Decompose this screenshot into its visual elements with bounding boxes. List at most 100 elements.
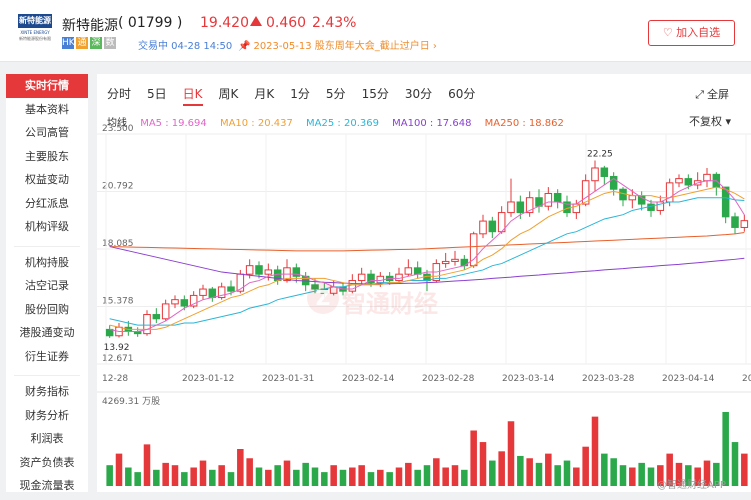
sidebar-divider bbox=[14, 368, 80, 376]
tab-1min[interactable]: 1分 bbox=[290, 87, 310, 101]
add-watchlist-button[interactable]: ♡ 加入自选 bbox=[648, 20, 735, 46]
volume-bar bbox=[162, 462, 169, 486]
candle-body bbox=[619, 188, 627, 201]
volume-bar bbox=[143, 444, 151, 486]
volume-bar bbox=[302, 462, 309, 486]
sidebar-item-income[interactable]: 利润表 bbox=[30, 432, 64, 445]
candle-body bbox=[628, 195, 637, 201]
sidebar-item-short-record[interactable]: 沽空记录 bbox=[25, 279, 69, 292]
candle-body bbox=[591, 167, 599, 182]
sidebar-item-fin-analysis[interactable]: 财务分析 bbox=[25, 408, 69, 422]
tab-5day[interactable]: 5日 bbox=[147, 87, 167, 101]
sidebar-item-dividend[interactable]: 分红派息 bbox=[25, 196, 69, 210]
shu-badge: 数 bbox=[104, 37, 116, 49]
sidebar-item-rating[interactable]: 机构评级 bbox=[25, 220, 69, 233]
volume-bar bbox=[498, 451, 505, 486]
volume-bar bbox=[125, 467, 132, 486]
volume-bar bbox=[489, 460, 496, 486]
ma5-value: MA5 : 19.694 bbox=[140, 118, 207, 129]
sidebar-item-fin-indicators[interactable]: 财务指标 bbox=[25, 385, 69, 398]
volume-bar bbox=[703, 460, 711, 486]
volume-bar bbox=[675, 462, 683, 486]
volume-bar bbox=[442, 467, 449, 486]
tab-daily-k[interactable]: 日K bbox=[182, 85, 203, 106]
volume-bar bbox=[694, 467, 701, 486]
ma25-line bbox=[109, 197, 745, 326]
tab-timeshare[interactable]: 分时 bbox=[107, 87, 132, 101]
sidebar-item-executives[interactable]: 公司高管 bbox=[25, 126, 69, 139]
sidebar-group-holdings: 机构持股 沽空记录 股份回购 港股通变动 衍生证券 bbox=[6, 251, 88, 369]
sidebar-group-market: 实时行情 基本资料 公司高管 主要股东 权益变动 分红派息 机构评级 bbox=[6, 74, 88, 239]
notice-link[interactable]: 📌 2023-05-13 股东周年大会_截止过户日 › bbox=[238, 37, 437, 52]
sidebar-item-balance[interactable]: 资产负债表 bbox=[19, 455, 75, 469]
sidebar-item-buyback[interactable]: 股份回购 bbox=[25, 302, 69, 316]
volume-bar bbox=[199, 460, 207, 486]
sidebar-item-basic-info[interactable]: 基本资料 bbox=[25, 102, 69, 116]
volume-bar bbox=[395, 467, 403, 486]
hk-badge: HK bbox=[62, 37, 75, 49]
kline-chart[interactable]: 23.500 20.792 18.085 15.378 12.671 12-28 2023-… bbox=[97, 74, 751, 492]
volume-bar bbox=[386, 472, 393, 486]
tab-60min[interactable]: 60分 bbox=[448, 87, 476, 101]
volume-bar bbox=[629, 467, 636, 486]
volume-bar bbox=[283, 460, 291, 486]
volume-bar bbox=[535, 462, 543, 486]
candle-body bbox=[684, 178, 693, 186]
tab-15min[interactable]: 15分 bbox=[361, 87, 389, 101]
period-tabs: 分时 5日 日K 周K 月K 1分 5分 15分 30分 60分 bbox=[107, 85, 491, 106]
sidebar-item-equity-change[interactable]: 权益变动 bbox=[25, 173, 69, 186]
sidebar-item-derivatives[interactable]: 衍生证券 bbox=[25, 349, 69, 363]
volume-bar bbox=[414, 469, 421, 486]
market-badges: HK 通 深 数 bbox=[62, 37, 116, 49]
candle-body bbox=[553, 192, 562, 203]
ma100-value: MA100 : 17.648 bbox=[392, 118, 472, 129]
volume-bar bbox=[237, 449, 244, 486]
candle-body bbox=[292, 267, 301, 277]
candle-body bbox=[143, 314, 151, 335]
volume-bar bbox=[526, 458, 533, 486]
sidebar-group-financials: 财务指标 财务分析 利润表 资产负债表 现金流量表 bbox=[6, 380, 88, 498]
tab-30min[interactable]: 30分 bbox=[404, 87, 433, 101]
sidebar-item-connect-change[interactable]: 港股通变动 bbox=[19, 326, 75, 339]
stock-code: ( 01799 ) bbox=[118, 15, 183, 31]
fullscreen-label: 全屏 bbox=[707, 88, 729, 101]
volume-bar bbox=[647, 467, 655, 486]
fullscreen-button[interactable]: ⤢ 全屏 bbox=[695, 86, 729, 102]
add-watchlist-label: 加入自选 bbox=[676, 26, 721, 39]
candle-body bbox=[376, 275, 385, 284]
volume-bar bbox=[573, 467, 580, 486]
volume-bar bbox=[339, 469, 347, 486]
volume-bar bbox=[171, 465, 179, 486]
candle-body bbox=[637, 195, 646, 205]
tab-weekly-k[interactable]: 周K bbox=[218, 87, 239, 101]
notice-text[interactable]: 2023-05-13 股东周年大会_截止过户日 › bbox=[253, 41, 437, 52]
candle-body bbox=[479, 220, 487, 235]
volume-bar bbox=[470, 430, 477, 486]
y-tick-label: 23.500 bbox=[102, 124, 134, 134]
sidebar-item-inst-holdings[interactable]: 机构持股 bbox=[25, 255, 69, 269]
heart-icon: ♡ bbox=[662, 26, 677, 39]
ma100-line bbox=[109, 246, 745, 285]
ma-legend: 均线 MA5 : 19.694 MA10 : 20.437 MA25 : 20.… bbox=[107, 114, 574, 129]
sidebar-item-realtime[interactable]: 实时行情 bbox=[6, 74, 88, 98]
volume-bar bbox=[731, 442, 739, 486]
expand-icon: ⤢ bbox=[695, 88, 704, 101]
tab-monthly-k[interactable]: 月K bbox=[254, 87, 275, 101]
watermark-logo: Z bbox=[307, 282, 339, 314]
volume-bar bbox=[741, 453, 748, 486]
volume-bar bbox=[461, 469, 468, 486]
shen-badge: 深 bbox=[90, 37, 102, 49]
candle-body bbox=[311, 284, 319, 290]
candle-body bbox=[703, 173, 711, 182]
footer-watermark: @智通财经APP bbox=[657, 480, 726, 491]
current-price: 19.420 bbox=[200, 15, 249, 31]
adjust-dropdown[interactable]: 不复权 ▾ bbox=[688, 115, 731, 128]
tab-5min[interactable]: 5分 bbox=[325, 87, 346, 101]
sidebar-item-shareholders[interactable]: 主要股东 bbox=[25, 149, 69, 163]
sidebar: 实时行情 基本资料 公司高管 主要股东 权益变动 分红派息 机构评级 机构持股 … bbox=[6, 74, 88, 492]
sidebar-item-cashflow[interactable]: 现金流量表 bbox=[19, 479, 75, 492]
candle-body bbox=[609, 175, 618, 190]
volume-bar bbox=[563, 460, 571, 486]
candle-body bbox=[507, 201, 515, 214]
x-tick-label: 12-28 bbox=[102, 374, 128, 384]
